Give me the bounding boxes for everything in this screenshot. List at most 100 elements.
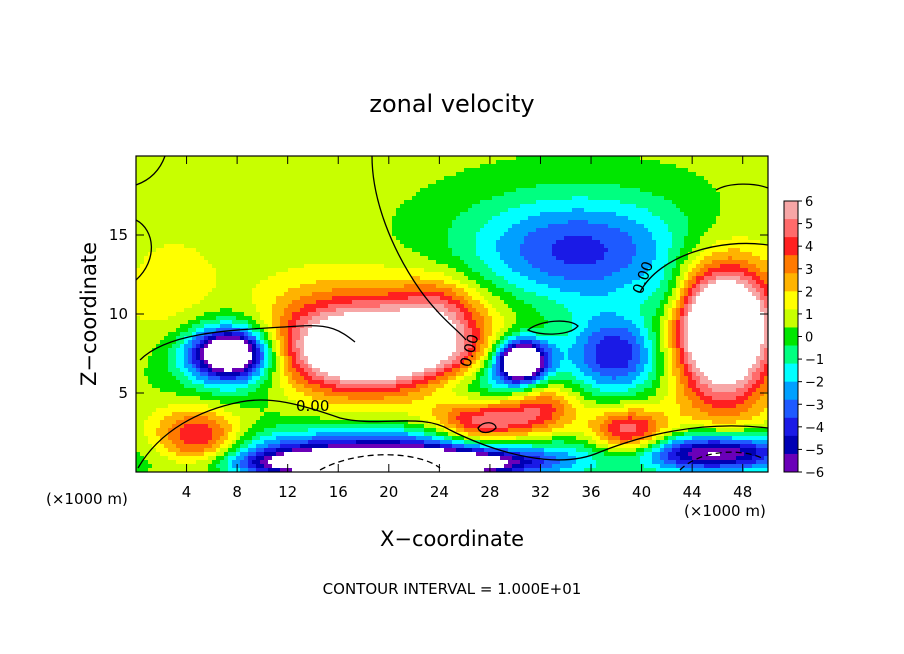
field-cell bbox=[264, 164, 269, 169]
field-cell bbox=[224, 168, 229, 173]
field-cell bbox=[572, 180, 577, 185]
field-cell bbox=[480, 240, 485, 245]
field-cell bbox=[440, 212, 445, 217]
field-cell bbox=[652, 208, 657, 213]
field-cell bbox=[516, 160, 521, 165]
field-cell bbox=[376, 196, 381, 201]
field-cell bbox=[140, 220, 145, 225]
field-cell bbox=[288, 212, 293, 217]
field-cell bbox=[440, 208, 445, 213]
field-cell bbox=[736, 204, 741, 209]
field-cell bbox=[540, 256, 545, 261]
field-cell bbox=[616, 168, 621, 173]
field-cell bbox=[456, 188, 461, 193]
field-cell bbox=[584, 236, 589, 241]
field-cell bbox=[576, 192, 581, 197]
field-cell bbox=[160, 272, 165, 277]
field-cell bbox=[640, 180, 645, 185]
field-cell bbox=[688, 248, 693, 253]
field-cell bbox=[236, 232, 241, 237]
field-cell bbox=[160, 164, 165, 169]
field-cell bbox=[680, 224, 685, 229]
field-cell bbox=[720, 172, 725, 177]
field-cell bbox=[312, 232, 317, 237]
field-cell bbox=[672, 168, 677, 173]
field-cell bbox=[536, 196, 541, 201]
field-cell bbox=[680, 176, 685, 181]
field-cell bbox=[640, 156, 645, 161]
field-cell bbox=[168, 252, 173, 257]
field-cell bbox=[700, 200, 705, 205]
field-cell bbox=[452, 256, 457, 261]
field-cell bbox=[688, 236, 693, 241]
field-cell bbox=[440, 172, 445, 177]
field-cell bbox=[744, 232, 749, 237]
field-cell bbox=[536, 260, 541, 265]
field-cell bbox=[760, 236, 765, 241]
field-cell bbox=[400, 212, 405, 217]
field-cell bbox=[656, 252, 661, 257]
field-cell bbox=[636, 172, 641, 177]
field-cell bbox=[256, 268, 261, 273]
field-cell bbox=[620, 244, 625, 249]
field-cell bbox=[496, 228, 501, 233]
field-cell bbox=[396, 176, 401, 181]
field-cell bbox=[496, 160, 501, 165]
field-cell bbox=[340, 232, 345, 237]
field-cell bbox=[336, 228, 341, 233]
field-cell bbox=[228, 276, 233, 281]
field-cell bbox=[308, 228, 313, 233]
field-cell bbox=[704, 236, 709, 241]
field-cell bbox=[672, 264, 677, 269]
field-cell bbox=[756, 196, 761, 201]
field-cell bbox=[512, 220, 517, 225]
field-cell bbox=[284, 196, 289, 201]
field-cell bbox=[420, 268, 425, 273]
field-cell bbox=[576, 204, 581, 209]
field-cell bbox=[216, 272, 221, 277]
field-cell bbox=[372, 188, 377, 193]
field-cell bbox=[468, 164, 473, 169]
field-cell bbox=[204, 256, 209, 261]
field-cell bbox=[224, 172, 229, 177]
field-cell bbox=[268, 228, 273, 233]
field-cell bbox=[156, 260, 161, 265]
field-cell bbox=[508, 176, 513, 181]
field-cell bbox=[672, 232, 677, 237]
field-cell bbox=[740, 172, 745, 177]
field-cell bbox=[232, 168, 237, 173]
field-cell bbox=[420, 276, 425, 281]
field-cell bbox=[172, 180, 177, 185]
field-cell bbox=[328, 188, 333, 193]
field-cell bbox=[368, 184, 373, 189]
field-cell bbox=[616, 248, 621, 253]
field-cell bbox=[304, 248, 309, 253]
field-cell bbox=[716, 264, 721, 269]
field-cell bbox=[732, 164, 737, 169]
field-cell bbox=[236, 160, 241, 165]
field-cell bbox=[628, 256, 633, 261]
field-cell bbox=[188, 200, 193, 205]
field-cell bbox=[192, 208, 197, 213]
field-cell bbox=[748, 208, 753, 213]
field-cell bbox=[196, 188, 201, 193]
field-cell bbox=[480, 252, 485, 257]
field-cell bbox=[332, 172, 337, 177]
field-cell bbox=[604, 240, 609, 245]
field-cell bbox=[136, 244, 141, 249]
field-cell bbox=[480, 256, 485, 261]
field-cell bbox=[516, 180, 521, 185]
field-cell bbox=[156, 280, 161, 285]
field-cell bbox=[408, 204, 413, 209]
field-cell bbox=[160, 240, 165, 245]
field-cell bbox=[392, 268, 397, 273]
field-cell bbox=[148, 240, 153, 245]
field-cell bbox=[292, 276, 297, 281]
field-cell bbox=[344, 184, 349, 189]
field-cell bbox=[700, 204, 705, 209]
field-cell bbox=[448, 240, 453, 245]
field-cell bbox=[664, 224, 669, 229]
field-cell bbox=[372, 256, 377, 261]
field-cell bbox=[264, 272, 269, 277]
field-cell bbox=[168, 216, 173, 221]
